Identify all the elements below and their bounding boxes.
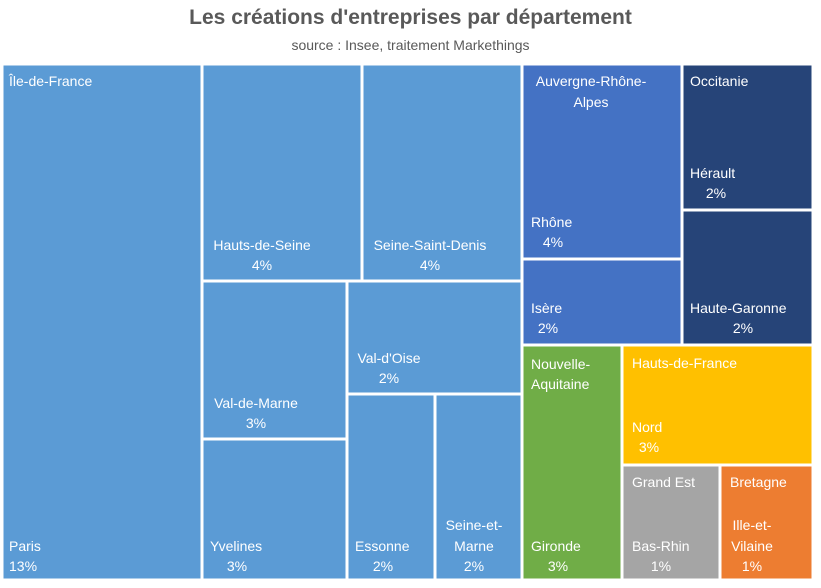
group-label: Hauts-de-France <box>632 355 737 371</box>
tile-value: 2% <box>706 185 726 201</box>
tile-value: 4% <box>543 234 563 250</box>
tile-value: 2% <box>538 320 558 336</box>
treemap-tile[interactable] <box>620 463 722 582</box>
tile-value: 2% <box>373 558 393 574</box>
tile-value: 3% <box>227 558 247 574</box>
tile-value: 2% <box>379 370 399 386</box>
tile-value: 3% <box>548 558 568 574</box>
group-label: Auvergne-Rhône- <box>536 73 647 89</box>
treemap-tile[interactable] <box>200 62 364 283</box>
group-label: Occitanie <box>690 73 749 89</box>
tile-label: Gironde <box>531 538 581 554</box>
tile-label: Vilaine <box>731 538 773 554</box>
treemap-tile[interactable] <box>433 392 524 582</box>
treemap-tile[interactable] <box>520 257 684 347</box>
tile-label: Hérault <box>690 165 735 181</box>
tile-label: Val-d'Oise <box>357 350 420 366</box>
treemap-tile[interactable] <box>520 62 684 261</box>
tile-label: Isère <box>531 300 562 316</box>
tile-label: Seine-Saint-Denis <box>374 237 487 253</box>
tile-label: Val-de-Marne <box>214 395 298 411</box>
tile-label: Yvelines <box>210 538 262 554</box>
group-label: Aquitaine <box>531 376 590 392</box>
tile-label: Marne <box>454 538 494 554</box>
tile-value: 4% <box>420 257 440 273</box>
tile-label: Paris <box>9 538 41 554</box>
group-label: Alpes <box>573 94 608 110</box>
tile-value: 4% <box>252 257 272 273</box>
chart-subtitle: source : Insee, traitement Markethings <box>291 37 530 53</box>
tile-label: Nord <box>632 419 662 435</box>
chart-title: Les créations d'entreprises par départem… <box>189 6 632 29</box>
tile-label: Hauts-de-Seine <box>213 237 310 253</box>
tile-label: Essonne <box>355 538 410 554</box>
group-label: Nouvelle- <box>531 356 590 372</box>
tile-value: 2% <box>464 558 484 574</box>
tile-value: 13% <box>9 558 37 574</box>
tile-value: 1% <box>651 558 671 574</box>
treemap-tile[interactable] <box>200 437 349 582</box>
treemap-tile[interactable] <box>620 343 815 467</box>
treemap-tile[interactable] <box>200 279 349 441</box>
tile-label: Bas-Rhin <box>632 538 690 554</box>
tile-value: 3% <box>246 415 266 431</box>
treemap-tile[interactable] <box>520 343 624 582</box>
treemap-tile[interactable] <box>0 62 204 582</box>
tile-value: 3% <box>639 439 659 455</box>
tile-label: Haute-Garonne <box>690 300 787 316</box>
group-label: Bretagne <box>730 474 787 490</box>
tile-label: Rhône <box>531 214 572 230</box>
group-label: Grand Est <box>632 474 695 490</box>
tile-label: Ille-et- <box>733 517 772 533</box>
treemap-tile[interactable] <box>718 463 815 582</box>
tile-label: Seine-et- <box>446 517 503 533</box>
tile-value: 1% <box>742 558 762 574</box>
treemap-tile[interactable] <box>345 392 437 582</box>
treemap-tile[interactable] <box>345 279 524 396</box>
group-label: Île-de-France <box>8 73 92 89</box>
tile-value: 2% <box>733 320 753 336</box>
